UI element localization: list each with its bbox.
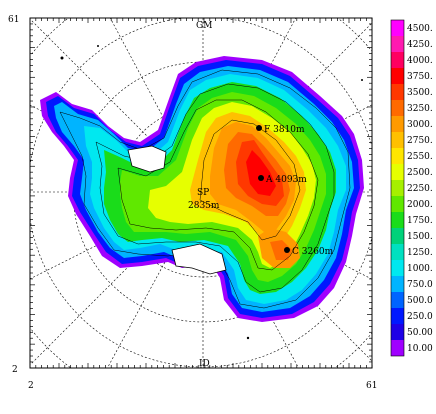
legend-label: 50.00 xyxy=(407,328,433,338)
station-markers xyxy=(256,125,290,253)
legend-label: 750.0 xyxy=(407,280,433,290)
legend-label: 3000. xyxy=(407,120,433,130)
legend-swatch xyxy=(391,68,404,84)
frame-ticks xyxy=(29,17,373,369)
legend-swatch xyxy=(391,132,404,148)
station-marker-f xyxy=(256,125,262,131)
legend-swatch xyxy=(391,340,404,356)
corner-label-bottom-x-left: 2 xyxy=(28,381,34,391)
legend-label: 500.0 xyxy=(407,296,433,306)
annotation-c: C 3260m xyxy=(292,247,334,257)
legend-swatch xyxy=(391,276,404,292)
elevation-legend: 4500. 4250. 4000. 3750. 3500. 3250. 3000. 2750.… xyxy=(390,19,433,357)
legend-label: 3500. xyxy=(407,88,433,98)
pole-label: SP xyxy=(197,188,209,198)
legend-label: 2750. xyxy=(407,136,433,146)
legend-label: 2000. xyxy=(407,200,433,210)
legend-label: 1500. xyxy=(407,232,433,242)
band-domec-inner xyxy=(270,240,292,260)
legend-swatch xyxy=(391,52,404,68)
legend-label: 1000. xyxy=(407,264,433,274)
annotation-sp-elevation: 2835m xyxy=(188,201,220,211)
legend-label: 4500. xyxy=(407,24,433,34)
legend-label: 10.00 xyxy=(407,344,433,354)
map-content: F 3810m A 4093m C 3260m SP 2835m GM ID xyxy=(30,18,372,369)
legend-swatch xyxy=(391,36,404,52)
legend-swatch xyxy=(391,116,404,132)
legend-swatch xyxy=(391,292,404,308)
ronne-ice-shelf xyxy=(127,145,167,173)
islands xyxy=(60,45,363,340)
legend-label: 4250. xyxy=(407,40,433,50)
meridian-label-top: GM xyxy=(196,21,212,31)
legend-label: 2500. xyxy=(407,168,433,178)
legend-swatch xyxy=(391,212,404,228)
legend-swatch xyxy=(391,20,404,36)
legend-label: 250.0 xyxy=(407,312,433,322)
legend-swatch xyxy=(391,164,404,180)
legend-swatch xyxy=(391,244,404,260)
annotation-f: F 3810m xyxy=(264,125,305,135)
legend-swatch xyxy=(391,228,404,244)
legend-swatch xyxy=(391,324,404,340)
annotation-a: A 4093m xyxy=(265,175,307,185)
legend-label: 4000. xyxy=(407,56,433,66)
band-3750 xyxy=(246,150,276,196)
legend-label: 2550. xyxy=(407,152,433,162)
legend-swatch xyxy=(391,148,404,164)
legend-swatch xyxy=(391,84,404,100)
corner-label-bottom-left: 2 xyxy=(12,365,18,375)
corner-label-bottom-x-right: 61 xyxy=(366,381,377,391)
station-marker-a xyxy=(258,175,264,181)
ross-ice-shelf xyxy=(171,243,227,275)
legend-swatch xyxy=(391,180,404,196)
legend-swatch xyxy=(391,196,404,212)
legend-swatch xyxy=(391,260,404,276)
contour-lines xyxy=(59,69,351,309)
ice-sheet-elevation xyxy=(40,56,364,322)
legend-frame xyxy=(390,19,405,357)
legend-label: 1250. xyxy=(407,248,433,258)
legend-label: 1750. xyxy=(407,216,433,226)
ice-shelves xyxy=(127,145,227,275)
legend-label: 3750. xyxy=(407,72,433,82)
corner-label-top-left: 61 xyxy=(8,15,19,25)
legend-swatch xyxy=(391,100,404,116)
legend-swatch xyxy=(391,308,404,324)
legend-label: 2250. xyxy=(407,184,433,194)
station-marker-c xyxy=(284,247,290,253)
meridian-label-bottom: ID xyxy=(199,359,210,369)
legend-label: 3250. xyxy=(407,104,433,114)
